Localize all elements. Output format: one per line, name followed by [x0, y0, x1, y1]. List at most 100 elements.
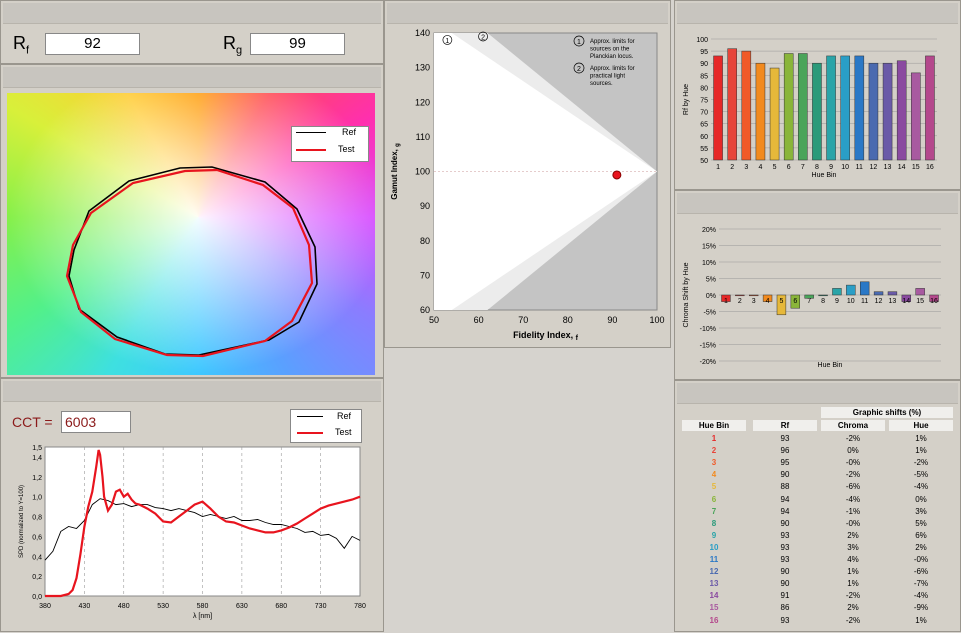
gamut-note-1-text: Approx. limits for sources on the Planckia… [590, 39, 635, 60]
chroma-bar [762, 294, 773, 302]
spd-ytick-label: 1,4 [32, 455, 42, 462]
chroma-xtick-label: 13 [889, 298, 897, 305]
table-hue-bin-cell: 14 [709, 591, 719, 601]
spd-ytick-label: 1,5 [32, 445, 42, 452]
spd-xtick-label: 680 [275, 603, 287, 610]
spd-panel: CCT = 6003 Ref Test 380 430 480 530 580 630 68… [0, 378, 384, 632]
metrics-panel-titlebar [3, 3, 381, 24]
legend-ref-label: Ref [342, 127, 357, 137]
table-hue-bin-cell: 2 [711, 446, 717, 456]
chroma-ytick-label: -20% [700, 359, 716, 366]
chroma-xtick-label: 15 [916, 298, 924, 305]
rf-hue-bar [854, 55, 865, 161]
table-cell: -0% [845, 458, 861, 468]
chroma-bar [818, 294, 828, 297]
rf-hue-y-axis-title: Rf by Hue [683, 84, 690, 115]
table-cell: -6% [845, 482, 861, 492]
rf-hue-xtick-label: 10 [841, 164, 849, 171]
table-hue-bin-cell: 7 [711, 506, 717, 516]
spd-xtick-label: 780 [354, 603, 366, 610]
spd-xtick-label: 580 [197, 603, 209, 610]
chroma-shift-chart: 20%15%10%5%0%-5%-10%-15%-20%1 2 3 4 5 6 7 8 9 10 1… [683, 227, 941, 369]
rf-hue-xtick-label: 8 [815, 164, 819, 171]
chroma-xtick-label: 6 [793, 298, 797, 305]
gamut-sample-point [612, 170, 622, 180]
rf-hue-xtick-label: 9 [829, 164, 833, 171]
table-header-cell: Hue Bin [682, 420, 746, 431]
cct-value-field[interactable]: 6003 [61, 411, 131, 433]
gamut-x-axis-title: Fidelity Index, f [513, 330, 579, 342]
rf-hue-bar [826, 55, 836, 161]
table-cell: 86 [780, 603, 790, 613]
marker-1-circle [442, 35, 453, 45]
table-cell: 91 [780, 591, 790, 601]
gamut-note-2-circle [573, 62, 585, 74]
table-cell: 93 [780, 542, 790, 552]
rf-hue-ytick-label: 70 [700, 110, 708, 117]
gamut-panel: 50 60 70 80 90 100 60 70 80 90 100 110 120 130 140 Fide… [384, 0, 671, 348]
table-hue-bin-cell: 10 [709, 542, 719, 552]
spd-legend-test-line [297, 432, 323, 434]
rf-hue-bar [840, 55, 850, 161]
chroma-ytick-label: -5% [704, 310, 716, 317]
rf-hue-xtick-label: 12 [870, 164, 878, 171]
chroma-bar [804, 294, 814, 299]
table-cell: -0% [845, 518, 861, 528]
table-cell: 90 [780, 579, 790, 589]
rf-hue-xtick-label: 3 [744, 164, 748, 171]
table-cell: 90 [780, 567, 790, 577]
graphic-shifts-panel: Graphic shifts (%) Hue Bin Rf Chroma Hue 1 93-… [674, 380, 961, 632]
chroma-xtick-label: 12 [875, 298, 883, 305]
spd-legend: Ref Test [290, 409, 362, 443]
table-hue-bin-cell: 12 [709, 567, 719, 577]
gamut-ytick-label: 100 [415, 167, 430, 177]
table-cell: -5% [913, 470, 929, 480]
rg-value-field[interactable]: 99 [250, 33, 345, 55]
marker-2-circle [478, 31, 488, 42]
spd-legend-ref-label: Ref [337, 411, 352, 421]
rf-hue-xtick-label: 5 [773, 164, 777, 171]
table-cell: 1% [915, 446, 927, 456]
rf-hue-xtick-label: 4 [758, 164, 762, 171]
rf-hue-ytick-label: 65 [700, 122, 708, 129]
gamut-ytick-label: 80 [420, 236, 430, 246]
gamut-ytick-label: 110 [416, 132, 430, 142]
rf-hue-bar [911, 72, 921, 161]
chroma-bar [873, 291, 884, 296]
table-caption: Graphic shifts (%) [821, 407, 953, 418]
graphic-shifts-panel-titlebar [677, 383, 958, 404]
metrics-panel: Rf 92 Rg 99 [0, 0, 384, 64]
gamut-xtick-label: 80 [563, 315, 573, 325]
rf-hue-panel-titlebar [677, 3, 958, 24]
chroma-shift-panel-titlebar [677, 193, 958, 214]
chroma-ytick-label: -10% [700, 326, 716, 333]
marker-2-label: 2 [481, 34, 485, 41]
table-cell: 90 [780, 518, 790, 528]
spd-xtick-label: 480 [118, 603, 130, 610]
spd-xtick-label: 630 [236, 603, 248, 610]
chroma-xtick-label: 4 [766, 298, 770, 305]
table-cell: -4% [913, 482, 929, 492]
rf-hue-x-axis-title: Hue Bin [812, 172, 837, 179]
gamut-ytick-label: 130 [415, 63, 430, 73]
rf-hue-ytick-label: 60 [700, 134, 708, 141]
table-cell: 93 [780, 555, 790, 564]
chroma-xtick-label: 1 [724, 298, 728, 305]
ref-hue-polygon [68, 166, 318, 356]
rf-value-field[interactable]: 92 [45, 33, 140, 55]
table-cell: 6% [915, 530, 927, 540]
table-cell: 95 [780, 458, 790, 468]
gamut-note-1-number: 1 [577, 39, 581, 46]
table-cell: 1% [915, 434, 927, 443]
spd-ytick-label: 1,2 [32, 475, 42, 482]
spd-y-axis-title: SPD (normalized to Y=100) [19, 485, 25, 558]
rf-hue-bar [882, 62, 893, 161]
chroma-bar [748, 294, 759, 297]
rf-hue-xtick-label: 16 [926, 164, 934, 171]
chroma-bar [735, 294, 745, 297]
table-cell: 2% [847, 603, 859, 613]
table-hue-bin-cell: 3 [711, 458, 717, 468]
rf-hue-ytick-label: 50 [700, 158, 708, 165]
table-hue-bin-cell: 11 [709, 555, 719, 564]
